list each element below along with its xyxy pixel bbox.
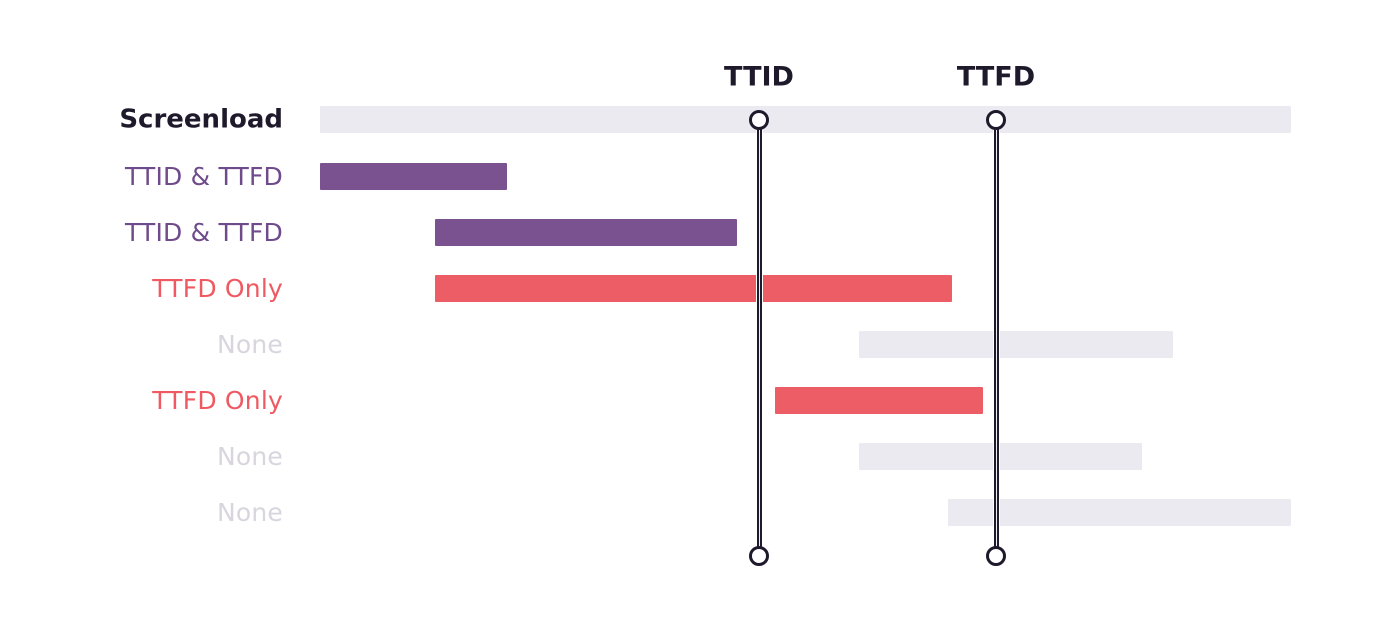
ttid-marker-circle-top <box>749 110 769 130</box>
ttfd-marker-circle-bottom <box>986 546 1006 566</box>
ttfd-marker-line <box>993 120 999 556</box>
row-label-ttfd_only-3: TTFD Only <box>152 273 283 303</box>
row-label-none-6: None <box>216 441 283 471</box>
row-label-ttid_ttfd-1: TTID & TTFD <box>124 161 283 191</box>
row-label-none-4: None <box>216 329 283 359</box>
timeline-bar-none-7 <box>948 499 1291 526</box>
row-label-ttid_ttfd-2: TTID & TTFD <box>124 217 283 247</box>
timeline-bar-none-4 <box>859 331 1173 358</box>
ttid-marker-circle-bottom <box>749 546 769 566</box>
ttfd-marker-circle-top <box>986 110 1006 130</box>
ttid-marker-line <box>756 120 762 556</box>
timeline-bar-none-6 <box>859 443 1142 470</box>
timeline-bar-ttfd_only-5 <box>775 387 983 414</box>
row-label-ttfd_only-5: TTFD Only <box>152 385 283 415</box>
timeline-bar-ttid_ttfd-1 <box>320 163 507 190</box>
row-label-screenload-0: Screenload <box>119 104 283 135</box>
timeline-bar-screenload-0 <box>320 106 1291 133</box>
ttfd-marker-label: TTFD <box>956 61 1036 93</box>
timeline-bar-ttid_ttfd-2 <box>435 219 737 246</box>
ttid-marker-label: TTID <box>724 61 794 93</box>
row-label-none-7: None <box>216 497 283 527</box>
timeline-bar-ttfd_only-3 <box>435 275 952 302</box>
